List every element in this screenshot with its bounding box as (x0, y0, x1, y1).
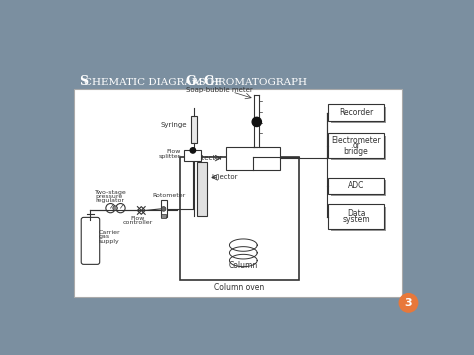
Bar (331, 106, 386, 124)
Circle shape (113, 206, 118, 211)
Text: AS: AS (191, 78, 209, 87)
Circle shape (161, 207, 166, 211)
Text: Rotometer: Rotometer (153, 193, 186, 198)
Text: Injector: Injector (211, 174, 238, 180)
Bar (328, 133, 384, 158)
Text: C: C (204, 75, 214, 88)
Text: bridge: bridge (344, 147, 368, 156)
Bar (191, 116, 197, 143)
Text: splitter: splitter (158, 154, 181, 159)
Text: Electrometer: Electrometer (331, 136, 381, 145)
Text: controller: controller (122, 220, 153, 225)
Bar (184, 151, 201, 161)
Bar (328, 104, 384, 121)
Text: ADC: ADC (348, 181, 365, 190)
Text: Detector: Detector (192, 155, 223, 161)
Text: Data: Data (347, 209, 365, 218)
Circle shape (252, 117, 261, 126)
Text: G: G (186, 75, 197, 88)
Text: Carrier: Carrier (99, 230, 120, 235)
Bar (331, 136, 386, 160)
Text: pressure: pressure (95, 194, 122, 199)
Bar (74, 89, 401, 297)
Text: supply: supply (99, 239, 119, 244)
Text: 3: 3 (405, 298, 412, 308)
Text: system: system (342, 215, 370, 224)
Bar (161, 214, 166, 218)
Bar (161, 201, 167, 217)
Text: Column: Column (228, 261, 258, 270)
Circle shape (399, 294, 418, 312)
Text: Flow: Flow (130, 216, 145, 221)
Bar (226, 147, 280, 170)
Text: Column oven: Column oven (214, 283, 264, 292)
Text: or: or (352, 141, 360, 150)
Text: S: S (79, 75, 88, 88)
Text: Flow: Flow (166, 149, 181, 154)
Bar (328, 204, 384, 229)
Circle shape (190, 148, 196, 153)
Text: regulator: regulator (95, 198, 124, 203)
Text: CHEMATIC DIAGRAM OF: CHEMATIC DIAGRAM OF (83, 78, 224, 87)
Bar (331, 180, 386, 196)
Bar (331, 207, 386, 231)
Text: Two-stage: Two-stage (95, 190, 127, 195)
Bar (180, 157, 299, 280)
Text: HROMATOGRAPH: HROMATOGRAPH (209, 78, 307, 87)
Text: Recorder: Recorder (339, 108, 373, 117)
Text: Soap-bubble meter: Soap-bubble meter (186, 87, 253, 93)
Bar (328, 178, 384, 193)
Text: Syringe: Syringe (161, 122, 188, 128)
FancyBboxPatch shape (81, 217, 100, 264)
Text: gas: gas (99, 234, 110, 239)
Bar (198, 162, 207, 216)
